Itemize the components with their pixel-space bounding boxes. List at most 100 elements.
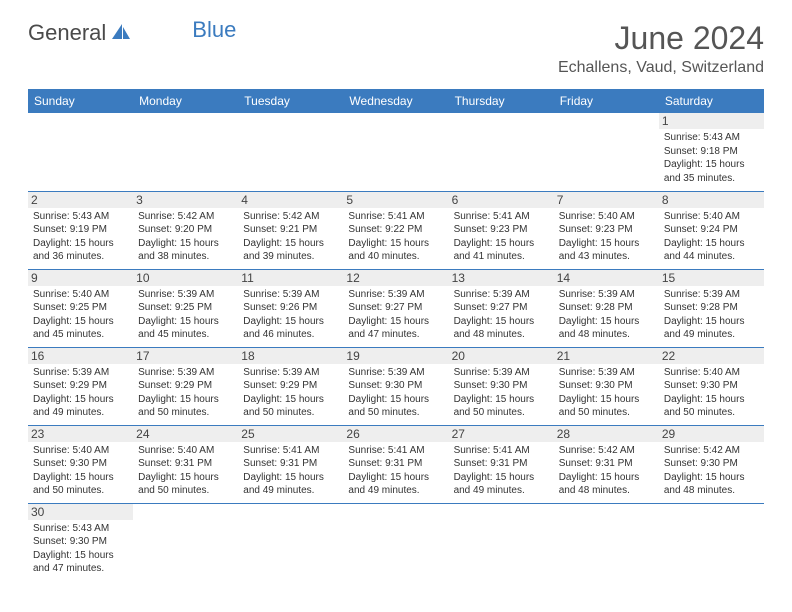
calendar-cell bbox=[238, 503, 343, 581]
calendar-cell bbox=[449, 503, 554, 581]
calendar-cell: 14 Sunrise: 5:39 AMSunset: 9:28 PMDayligh… bbox=[554, 269, 659, 347]
calendar-cell bbox=[343, 503, 448, 581]
calendar-cell: 19 Sunrise: 5:39 AMSunset: 9:30 PMDayligh… bbox=[343, 347, 448, 425]
day-number: 19 bbox=[343, 348, 448, 364]
day-number: 3 bbox=[133, 192, 238, 208]
calendar-cell: 30 Sunrise: 5:43 AMSunset: 9:30 PMDayligh… bbox=[28, 503, 133, 581]
day-number: 2 bbox=[28, 192, 133, 208]
title-block: June 2024 Echallens, Vaud, Switzerland bbox=[558, 20, 764, 77]
calendar-cell bbox=[659, 503, 764, 581]
calendar-cell bbox=[238, 113, 343, 191]
day-number: 5 bbox=[343, 192, 448, 208]
calendar-cell: 20Sunrise: 5:39 AMSunset: 9:30 PMDayligh… bbox=[449, 347, 554, 425]
calendar-cell: 9Sunrise: 5:40 AMSunset: 9:25 PMDaylight… bbox=[28, 269, 133, 347]
day-info: Sunrise: 5:39 AMSunset: 9:30 PMDaylight:… bbox=[348, 366, 443, 420]
day-number: 8 bbox=[659, 192, 764, 208]
calendar-row: 16Sunrise: 5:39 AMSunset: 9:29 PMDayligh… bbox=[28, 347, 764, 425]
day-number: 27 bbox=[449, 426, 554, 442]
day-info: Sunrise: 5:39 AMSunset: 9:29 PMDaylight:… bbox=[243, 366, 338, 420]
day-info: Sunrise: 5:39 AMSunset: 9:29 PMDaylight:… bbox=[33, 366, 128, 420]
day-info: Sunrise: 5:42 AMSunset: 9:20 PMDaylight:… bbox=[138, 210, 233, 264]
calendar-cell: 22 Sunrise: 5:40 AMSunset: 9:30 PMDayligh… bbox=[659, 347, 764, 425]
logo: General Blue bbox=[28, 20, 236, 46]
calendar-cell: 24Sunrise: 5:40 AMSunset: 9:31 PMDayligh… bbox=[133, 425, 238, 503]
weekday-heading: Saturday bbox=[659, 89, 764, 113]
day-info: Sunrise: 5:42 AMSunset: 9:30 PMDaylight:… bbox=[664, 444, 759, 498]
day-number: 22 bbox=[659, 348, 764, 364]
calendar-cell bbox=[554, 113, 659, 191]
day-number: 23 bbox=[28, 426, 133, 442]
calendar-cell bbox=[343, 113, 448, 191]
calendar-cell bbox=[133, 113, 238, 191]
calendar-cell: 8Sunrise: 5:40 AMSunset: 9:24 PMDaylight… bbox=[659, 191, 764, 269]
day-info: Sunrise: 5:43 AMSunset: 9:19 PMDaylight:… bbox=[33, 210, 128, 264]
day-info: Sunrise: 5:42 AMSunset: 9:21 PMDaylight:… bbox=[243, 210, 338, 264]
header: General Blue June 2024 Echallens, Vaud, … bbox=[28, 20, 764, 77]
day-number: 4 bbox=[238, 192, 343, 208]
weekday-heading: Wednesday bbox=[343, 89, 448, 113]
calendar-cell: 10 Sunrise: 5:39 AMSunset: 9:25 PMDayligh… bbox=[133, 269, 238, 347]
day-number: 13 bbox=[449, 270, 554, 286]
day-number: 10 bbox=[133, 270, 238, 286]
logo-text-blue: Blue bbox=[192, 17, 236, 43]
calendar-cell: 12Sunrise: 5:39 AMSunset: 9:27 PMDayligh… bbox=[343, 269, 448, 347]
calendar-row: 23Sunrise: 5:40 AMSunset: 9:30 PMDayligh… bbox=[28, 425, 764, 503]
calendar-cell: 25 Sunrise: 5:41 AMSunset: 9:31 PMDayligh… bbox=[238, 425, 343, 503]
day-number: 7 bbox=[554, 192, 659, 208]
day-info: Sunrise: 5:40 AMSunset: 9:23 PMDaylight:… bbox=[559, 210, 654, 264]
day-info: Sunrise: 5:39 AMSunset: 9:27 PMDaylight:… bbox=[454, 288, 549, 342]
logo-text-general: General bbox=[28, 20, 106, 46]
calendar-row: 30 Sunrise: 5:43 AMSunset: 9:30 PMDayligh… bbox=[28, 503, 764, 581]
day-info: Sunrise: 5:39 AMSunset: 9:25 PMDaylight:… bbox=[138, 288, 233, 342]
day-info: Sunrise: 5:40 AMSunset: 9:25 PMDaylight:… bbox=[33, 288, 128, 342]
calendar-row: 9Sunrise: 5:40 AMSunset: 9:25 PMDaylight… bbox=[28, 269, 764, 347]
calendar-body: 1Sunrise: 5:43 AMSunset: 9:18 PMDaylight… bbox=[28, 113, 764, 581]
calendar-cell: 11 Sunrise: 5:39 AMSunset: 9:26 PMDayligh… bbox=[238, 269, 343, 347]
day-info: Sunrise: 5:39 AMSunset: 9:28 PMDaylight:… bbox=[559, 288, 654, 342]
calendar-cell: 18 Sunrise: 5:39 AMSunset: 9:29 PMDayligh… bbox=[238, 347, 343, 425]
calendar-cell bbox=[554, 503, 659, 581]
calendar-cell: 29 Sunrise: 5:42 AMSunset: 9:30 PMDayligh… bbox=[659, 425, 764, 503]
calendar-cell: 28Sunrise: 5:42 AMSunset: 9:31 PMDayligh… bbox=[554, 425, 659, 503]
day-info: Sunrise: 5:41 AMSunset: 9:31 PMDaylight:… bbox=[243, 444, 338, 498]
day-number: 25 bbox=[238, 426, 343, 442]
calendar-cell bbox=[28, 113, 133, 191]
day-info: Sunrise: 5:39 AMSunset: 9:29 PMDaylight:… bbox=[138, 366, 233, 420]
calendar-cell: 1Sunrise: 5:43 AMSunset: 9:18 PMDaylight… bbox=[659, 113, 764, 191]
day-info: Sunrise: 5:41 AMSunset: 9:22 PMDaylight:… bbox=[348, 210, 443, 264]
day-info: Sunrise: 5:41 AMSunset: 9:31 PMDaylight:… bbox=[454, 444, 549, 498]
weekday-heading: Tuesday bbox=[238, 89, 343, 113]
day-info: Sunrise: 5:41 AMSunset: 9:31 PMDaylight:… bbox=[348, 444, 443, 498]
weekday-heading: Sunday bbox=[28, 89, 133, 113]
month-title: June 2024 bbox=[558, 20, 764, 57]
day-number: 18 bbox=[238, 348, 343, 364]
calendar-cell: 7 Sunrise: 5:40 AMSunset: 9:23 PMDaylight… bbox=[554, 191, 659, 269]
day-number: 11 bbox=[238, 270, 343, 286]
day-number: 29 bbox=[659, 426, 764, 442]
calendar-cell: 13 Sunrise: 5:39 AMSunset: 9:27 PMDayligh… bbox=[449, 269, 554, 347]
day-number: 24 bbox=[133, 426, 238, 442]
day-number: 15 bbox=[659, 270, 764, 286]
day-number: 14 bbox=[554, 270, 659, 286]
day-info: Sunrise: 5:43 AMSunset: 9:30 PMDaylight:… bbox=[33, 522, 128, 576]
day-number: 21 bbox=[554, 348, 659, 364]
calendar-cell: 2 Sunrise: 5:43 AMSunset: 9:19 PMDaylight… bbox=[28, 191, 133, 269]
day-number: 6 bbox=[449, 192, 554, 208]
weekday-header-row: Sunday Monday Tuesday Wednesday Thursday… bbox=[28, 89, 764, 113]
day-number: 12 bbox=[343, 270, 448, 286]
calendar-cell: 21 Sunrise: 5:39 AMSunset: 9:30 PMDayligh… bbox=[554, 347, 659, 425]
day-number: 28 bbox=[554, 426, 659, 442]
logo-sail-icon bbox=[110, 21, 132, 46]
location-text: Echallens, Vaud, Switzerland bbox=[558, 59, 764, 77]
weekday-heading: Thursday bbox=[449, 89, 554, 113]
day-info: Sunrise: 5:39 AMSunset: 9:30 PMDaylight:… bbox=[559, 366, 654, 420]
day-info: Sunrise: 5:39 AMSunset: 9:28 PMDaylight:… bbox=[664, 288, 759, 342]
day-number: 30 bbox=[28, 504, 133, 520]
weekday-heading: Friday bbox=[554, 89, 659, 113]
day-info: Sunrise: 5:39 AMSunset: 9:26 PMDaylight:… bbox=[243, 288, 338, 342]
day-number: 20 bbox=[449, 348, 554, 364]
calendar-cell: 27 Sunrise: 5:41 AMSunset: 9:31 PMDayligh… bbox=[449, 425, 554, 503]
day-info: Sunrise: 5:40 AMSunset: 9:30 PMDaylight:… bbox=[664, 366, 759, 420]
calendar-row: 2 Sunrise: 5:43 AMSunset: 9:19 PMDaylight… bbox=[28, 191, 764, 269]
calendar-cell: 23Sunrise: 5:40 AMSunset: 9:30 PMDayligh… bbox=[28, 425, 133, 503]
